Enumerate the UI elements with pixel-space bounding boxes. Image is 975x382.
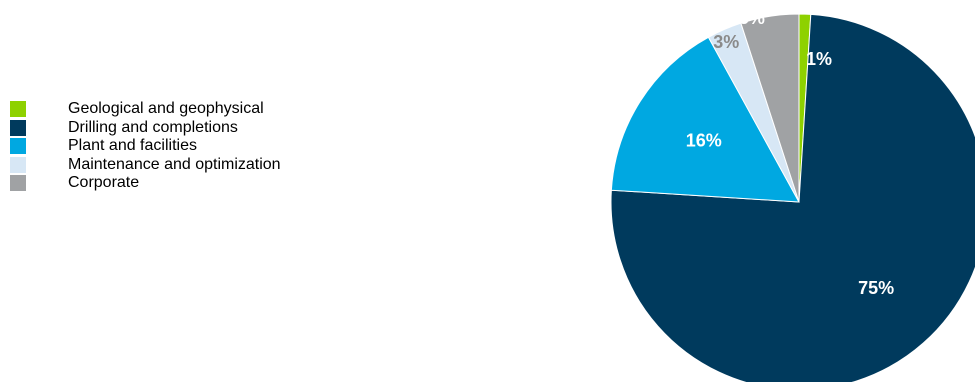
legend-label-corporate: Corporate bbox=[68, 174, 140, 192]
legend-swatch-plant bbox=[10, 138, 26, 155]
pie-label-geological: 1% bbox=[806, 49, 832, 69]
legend-label-maintenance: Maintenance and optimization bbox=[68, 155, 281, 173]
legend-label-geological: Geological and geophysical bbox=[68, 100, 264, 118]
legend-swatch-corporate bbox=[10, 175, 26, 192]
chart-legend: Geological and geophysical Drilling and … bbox=[10, 100, 281, 193]
legend-label-drilling: Drilling and completions bbox=[68, 118, 238, 136]
legend-label-plant: Plant and facilities bbox=[68, 137, 197, 155]
legend-item-geological: Geological and geophysical bbox=[10, 100, 281, 119]
pie-slice-drilling bbox=[610, 13, 975, 382]
legend-item-maintenance: Maintenance and optimization bbox=[10, 156, 281, 175]
pie-label-corporate: 5% bbox=[739, 8, 765, 28]
legend-swatch-geological bbox=[10, 101, 26, 118]
pie-slice-plant bbox=[610, 36, 800, 203]
legend-item-corporate: Corporate bbox=[10, 174, 281, 193]
legend-item-drilling: Drilling and completions bbox=[10, 119, 281, 138]
pie-label-plant: 16% bbox=[686, 130, 722, 150]
legend-item-plant: Plant and facilities bbox=[10, 137, 281, 156]
pie-slice-corporate bbox=[740, 13, 800, 203]
pie-label-maintenance: 3% bbox=[713, 32, 739, 52]
pie-label-drilling: 75% bbox=[858, 278, 894, 298]
legend-swatch-maintenance bbox=[10, 156, 26, 173]
legend-swatch-drilling bbox=[10, 119, 26, 136]
